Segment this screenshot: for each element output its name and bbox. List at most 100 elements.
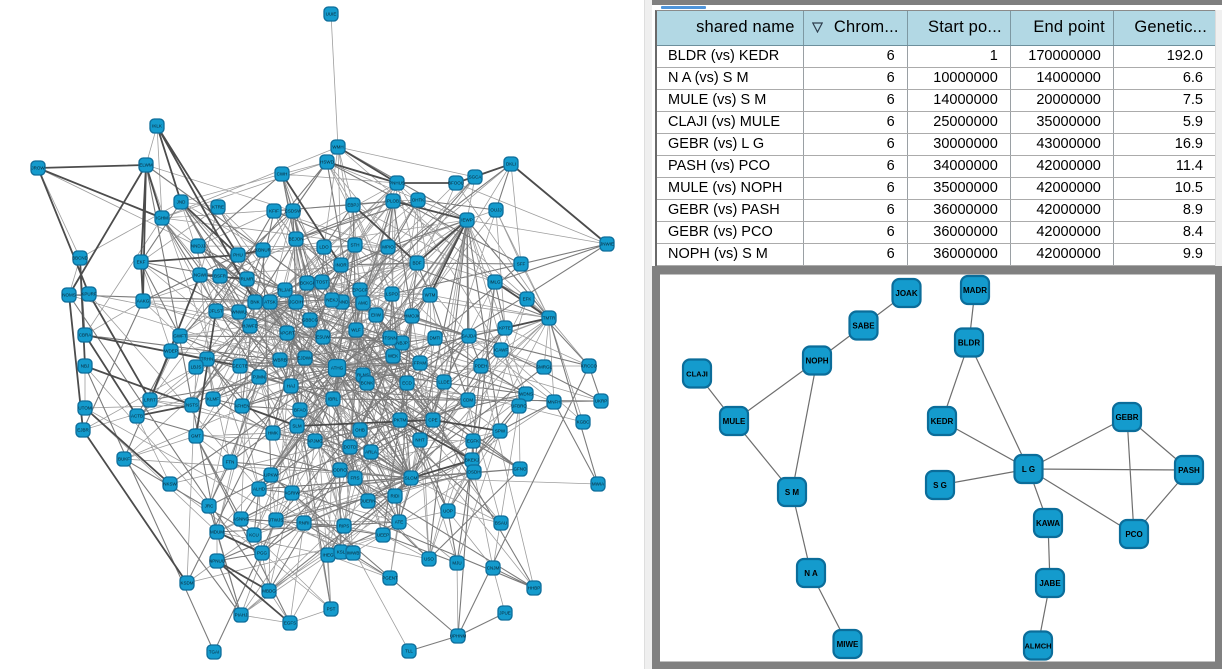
svg-text:WEK: WEK bbox=[388, 354, 398, 359]
svg-text:ALHD: ALHD bbox=[253, 487, 266, 492]
svg-text:UTOM: UTOM bbox=[78, 406, 91, 411]
svg-text:IKLK: IKLK bbox=[152, 124, 162, 129]
svg-text:MADR: MADR bbox=[963, 286, 987, 295]
svg-text:LRRT: LRRT bbox=[144, 398, 156, 403]
svg-text:ELWM: ELWM bbox=[139, 163, 152, 168]
svg-text:IGHM: IGHM bbox=[156, 216, 168, 221]
svg-text:PIAHJ: PIAHJ bbox=[235, 613, 248, 618]
svg-text:KGBC: KGBC bbox=[577, 420, 591, 425]
svg-text:IEWP: IEWP bbox=[461, 218, 473, 223]
svg-text:INOR: INOR bbox=[335, 263, 347, 268]
svg-text:BCNK: BCNK bbox=[361, 381, 374, 386]
svg-text:EIIW: EIIW bbox=[371, 313, 382, 318]
svg-text:NPNUU: NPNUU bbox=[209, 559, 225, 564]
svg-text:KPTE: KPTE bbox=[499, 326, 511, 331]
svg-text:S G: S G bbox=[933, 481, 947, 490]
svg-text:DOTD: DOTD bbox=[344, 445, 357, 450]
svg-text:IWWB: IWWB bbox=[347, 551, 360, 556]
svg-text:TLL: TLL bbox=[405, 649, 413, 654]
svg-text:GEBR: GEBR bbox=[1115, 413, 1138, 422]
svg-text:CWH: CWH bbox=[277, 172, 288, 177]
svg-text:UEEP: UEEP bbox=[377, 533, 389, 538]
svg-text:EFK: EFK bbox=[523, 297, 532, 302]
svg-text:JGOIH: JGOIH bbox=[289, 300, 303, 305]
svg-text:ANND: ANND bbox=[336, 300, 350, 305]
svg-text:NKSW: NKSW bbox=[163, 482, 177, 487]
svg-text:WTM: WTM bbox=[425, 293, 436, 298]
svg-text:RNRI: RNRI bbox=[299, 521, 310, 526]
svg-text:APJMG: APJMG bbox=[307, 439, 323, 444]
svg-text:KFIF: KFIF bbox=[269, 209, 279, 214]
svg-text:PNHUS: PNHUS bbox=[389, 181, 405, 186]
svg-text:ESUW: ESUW bbox=[316, 335, 330, 340]
svg-text:HAJ: HAJ bbox=[287, 384, 296, 389]
svg-text:SMRGL: SMRGL bbox=[536, 365, 553, 370]
svg-text:TRHN: TRHN bbox=[201, 357, 214, 362]
svg-text:ECD: ECD bbox=[402, 381, 412, 386]
svg-text:SAJDA: SAJDA bbox=[462, 334, 477, 339]
svg-text:IMLG: IMLG bbox=[489, 280, 501, 285]
svg-text:AFHEN: AFHEN bbox=[234, 404, 249, 409]
svg-text:PASH: PASH bbox=[1178, 466, 1200, 475]
svg-text:WNWU: WNWU bbox=[232, 310, 247, 315]
svg-text:KSDM: KSDM bbox=[180, 581, 193, 586]
svg-text:BFAO: BFAO bbox=[294, 408, 307, 413]
svg-text:BNK: BNK bbox=[250, 300, 259, 305]
svg-text:BLDR: BLDR bbox=[958, 339, 980, 348]
svg-text:KTRE: KTRE bbox=[212, 205, 224, 210]
svg-text:PKTM: PKTM bbox=[394, 418, 407, 423]
svg-text:OUJJ: OUJJ bbox=[490, 208, 501, 213]
svg-text:BUKF: BUKF bbox=[118, 457, 130, 462]
svg-text:WMH: WMH bbox=[332, 145, 343, 150]
svg-text:LBJS: LBJS bbox=[191, 365, 202, 370]
svg-text:SPW: SPW bbox=[495, 429, 506, 434]
svg-text:OHB: OHB bbox=[355, 428, 365, 433]
svg-text:JOAK: JOAK bbox=[895, 289, 917, 298]
svg-text:GBBCG: GBBCG bbox=[302, 318, 319, 323]
svg-text:LDO: LDO bbox=[319, 245, 329, 250]
svg-text:PDEH: PDEH bbox=[475, 364, 488, 369]
svg-text:RIPS: RIPS bbox=[339, 524, 350, 529]
svg-text:TGAI: TGAI bbox=[209, 650, 220, 655]
svg-text:PGENT: PGENT bbox=[382, 576, 398, 581]
svg-text:MNFH: MNFH bbox=[548, 400, 561, 405]
svg-text:MULE: MULE bbox=[723, 417, 746, 426]
svg-text:UPKW: UPKW bbox=[264, 473, 278, 478]
svg-text:BFOOU: BFOOU bbox=[448, 181, 464, 186]
svg-text:DKLI: DKLI bbox=[506, 162, 516, 167]
svg-text:STH: STH bbox=[351, 243, 360, 248]
svg-text:JUERN: JUERN bbox=[360, 499, 375, 504]
svg-text:JROW: JROW bbox=[31, 166, 45, 171]
svg-text:KCU: KCU bbox=[249, 533, 259, 538]
svg-text:N A: N A bbox=[804, 569, 818, 578]
svg-text:TOST: TOST bbox=[316, 280, 328, 285]
svg-text:JPUE: JPUE bbox=[499, 611, 511, 616]
svg-text:GMT: GMT bbox=[191, 434, 201, 439]
svg-text:EGFK: EGFK bbox=[467, 439, 479, 444]
svg-text:ASNNG: ASNNG bbox=[233, 517, 250, 522]
svg-text:CBRA: CBRA bbox=[79, 333, 92, 338]
svg-text:MPIO: MPIO bbox=[382, 245, 394, 250]
svg-text:JND: JND bbox=[177, 200, 186, 205]
svg-text:SFF: SFF bbox=[517, 262, 526, 267]
svg-text:FPAM: FPAM bbox=[414, 361, 426, 366]
svg-text:PST: PST bbox=[327, 607, 336, 612]
svg-text:SGCA: SGCA bbox=[469, 175, 482, 180]
svg-text:DMTI: DMTI bbox=[430, 336, 441, 341]
svg-text:KPURF: KPURF bbox=[81, 292, 97, 297]
svg-text:JRC: JRC bbox=[205, 504, 214, 509]
svg-text:NBJP: NBJP bbox=[396, 341, 408, 346]
svg-text:KSL: KSL bbox=[337, 550, 346, 555]
svg-text:ITSNN: ITSNN bbox=[383, 336, 397, 341]
svg-text:CSDSW: CSDSW bbox=[285, 209, 303, 214]
svg-text:GECTE: GECTE bbox=[232, 364, 248, 369]
svg-text:MWIA: MWIA bbox=[592, 482, 604, 487]
svg-text:BKEKJ: BKEKJ bbox=[465, 458, 479, 463]
svg-text:PCO: PCO bbox=[1125, 530, 1142, 539]
svg-text:KBNUR: KBNUR bbox=[255, 248, 272, 253]
svg-text:PGG: PGG bbox=[257, 551, 268, 556]
svg-text:JNWIE: JNWIE bbox=[600, 242, 614, 247]
svg-text:CPE: CPE bbox=[428, 418, 437, 423]
svg-text:KEDR: KEDR bbox=[931, 417, 954, 426]
svg-text:SLM: SLM bbox=[292, 424, 302, 429]
